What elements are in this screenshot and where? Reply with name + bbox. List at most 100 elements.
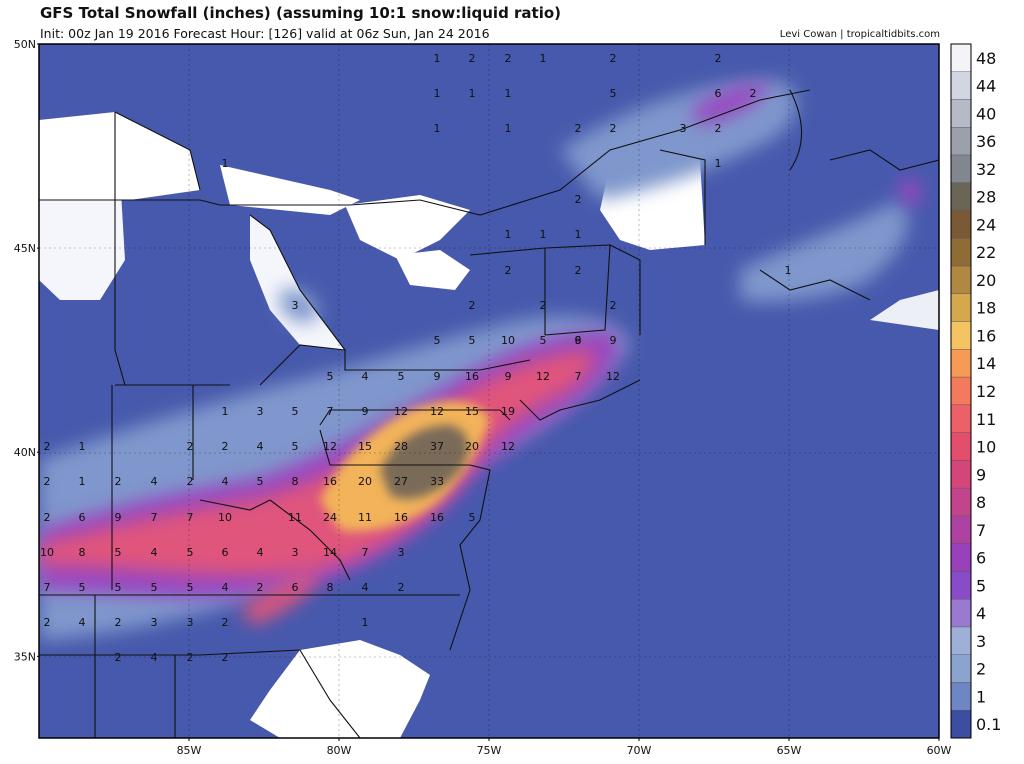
legend-label: 5 bbox=[976, 576, 986, 595]
snowfall-value-label: 1 bbox=[575, 228, 582, 241]
legend-swatch bbox=[950, 432, 972, 461]
snowfall-value-label: 1 bbox=[222, 405, 229, 418]
legend-swatch bbox=[950, 265, 972, 295]
legend-swatch bbox=[950, 543, 972, 572]
snowfall-value-label: 5 bbox=[115, 581, 122, 594]
snowfall-value-labels: 1 2 2 1 2 21 1 1 5 6 21 1 2 2 3 21 121 1 12 2 13 2 2 25 5 10 5 69 95… bbox=[40, 52, 792, 664]
legend-swatch bbox=[950, 71, 972, 100]
snowfall-value-label: 1 bbox=[505, 122, 512, 135]
snowfall-value-label: 1 bbox=[505, 87, 512, 100]
no-snow-areas bbox=[39, 112, 939, 738]
legend-label: 6 bbox=[976, 549, 986, 568]
snowfall-value-label: 20 bbox=[358, 475, 372, 488]
legend-swatch bbox=[950, 182, 972, 211]
legend-swatch bbox=[950, 487, 972, 517]
snowfall-value-label: 4 bbox=[151, 475, 158, 488]
legend-label: 9 bbox=[976, 465, 986, 484]
snowfall-value-label: 12 bbox=[536, 370, 550, 383]
snowfall-value-label: 8 bbox=[327, 581, 334, 594]
snowfall-value-label: 2 bbox=[610, 299, 617, 312]
snowfall-value-label: 20 bbox=[465, 440, 479, 453]
legend-swatch bbox=[950, 127, 972, 156]
snowfall-value-label: 2 bbox=[715, 122, 722, 135]
legend-swatch bbox=[950, 710, 972, 739]
snowfall-value-label: 5 bbox=[115, 546, 122, 559]
snowfall-value-label: 2 bbox=[750, 87, 757, 100]
snowfall-value-label: 2 bbox=[44, 511, 51, 524]
snowfall-value-label: 2 bbox=[715, 52, 722, 65]
longitude-label: 85W bbox=[177, 744, 202, 757]
snowfall-value-label: 1 bbox=[469, 87, 476, 100]
legend-label: 22 bbox=[976, 243, 996, 262]
legend-label: 18 bbox=[976, 299, 996, 318]
snowfall-value-label: 5 bbox=[610, 87, 617, 100]
snowfall-value-label: 10 bbox=[501, 334, 515, 347]
snowfall-value-label: 7 bbox=[575, 370, 582, 383]
snowfall-value-label: 10 bbox=[40, 546, 54, 559]
snowfall-value-label: 2 bbox=[222, 440, 229, 453]
snowfall-value-label: 2 bbox=[187, 651, 194, 664]
snowfall-value-label: 12 bbox=[323, 440, 337, 453]
legend-label: 14 bbox=[976, 354, 996, 373]
legend-frame bbox=[950, 43, 972, 739]
snowfall-value-label: 7 bbox=[151, 511, 158, 524]
legend-swatch bbox=[950, 515, 972, 544]
snowfall-value-label: 5 bbox=[469, 334, 476, 347]
legend-swatch bbox=[950, 210, 972, 239]
legend-swatch bbox=[950, 682, 972, 711]
snowfall-value-label: 1 bbox=[434, 87, 441, 100]
snowfall-value-label: 1 bbox=[362, 616, 369, 629]
longitude-labels: 85W 80W 75W 70W 65W 60W bbox=[177, 738, 952, 757]
snowfall-value-label: 9 bbox=[610, 334, 617, 347]
legend-label: 16 bbox=[976, 326, 996, 345]
snowfall-value-label: 3 bbox=[187, 616, 194, 629]
snowfall-value-label: 3 bbox=[292, 546, 299, 559]
longitude-label: 80W bbox=[327, 744, 352, 757]
snowfall-value-label: 33 bbox=[430, 475, 444, 488]
snowfall-value-label: 12 bbox=[606, 370, 620, 383]
legend-label: 2 bbox=[976, 660, 986, 679]
map-title: GFS Total Snowfall (inches) (assuming 10… bbox=[40, 4, 562, 22]
legend-label: 10 bbox=[976, 438, 996, 457]
snowfall-value-label: 6 bbox=[575, 334, 582, 347]
legend-label: 40 bbox=[976, 104, 996, 123]
legend-swatch bbox=[950, 293, 972, 322]
snowfall-value-label: 6 bbox=[79, 511, 86, 524]
legend-swatch bbox=[950, 460, 972, 489]
snowfall-value-label: 9 bbox=[505, 370, 512, 383]
snowfall-value-label: 2 bbox=[575, 264, 582, 277]
snowfall-value-label: 2 bbox=[610, 52, 617, 65]
snowfall-value-label: 4 bbox=[362, 581, 369, 594]
map-plot-area bbox=[39, 44, 939, 738]
snowfall-value-label: 2 bbox=[469, 52, 476, 65]
latitude-label: 50N bbox=[14, 38, 36, 51]
map-subtitle: Init: 00z Jan 19 2016 Forecast Hour: [12… bbox=[40, 26, 490, 41]
snowfall-value-label: 12 bbox=[430, 405, 444, 418]
legend-swatch bbox=[950, 571, 972, 600]
snowfall-value-label: 1 bbox=[434, 52, 441, 65]
legend-label: 32 bbox=[976, 160, 996, 179]
snowfall-value-label: 2 bbox=[44, 440, 51, 453]
grid-lines bbox=[39, 44, 939, 738]
legend-label: 4 bbox=[976, 604, 986, 623]
snowfall-value-label: 3 bbox=[151, 616, 158, 629]
snowfall-value-label: 15 bbox=[358, 440, 372, 453]
snowfall-value-label: 5 bbox=[398, 370, 405, 383]
snowfall-value-label: 2 bbox=[222, 616, 229, 629]
legend-label: 28 bbox=[976, 188, 996, 207]
snowfall-value-label: 9 bbox=[362, 405, 369, 418]
snowfall-value-label: 2 bbox=[575, 122, 582, 135]
legend-label: 12 bbox=[976, 382, 996, 401]
snowfall-value-label: 2 bbox=[187, 475, 194, 488]
snowfall-value-label: 2 bbox=[398, 581, 405, 594]
snowfall-value-label: 2 bbox=[44, 616, 51, 629]
legend-label: 0.1 bbox=[976, 715, 1001, 734]
snowfall-value-label: 5 bbox=[469, 511, 476, 524]
snowfall-value-label: 2 bbox=[540, 299, 547, 312]
legend-label: 48 bbox=[976, 49, 996, 68]
legend-label: 36 bbox=[976, 132, 996, 151]
snowfall-value-label: 8 bbox=[292, 475, 299, 488]
snowfall-value-label: 4 bbox=[151, 546, 158, 559]
snowfall-value-label: 2 bbox=[505, 264, 512, 277]
